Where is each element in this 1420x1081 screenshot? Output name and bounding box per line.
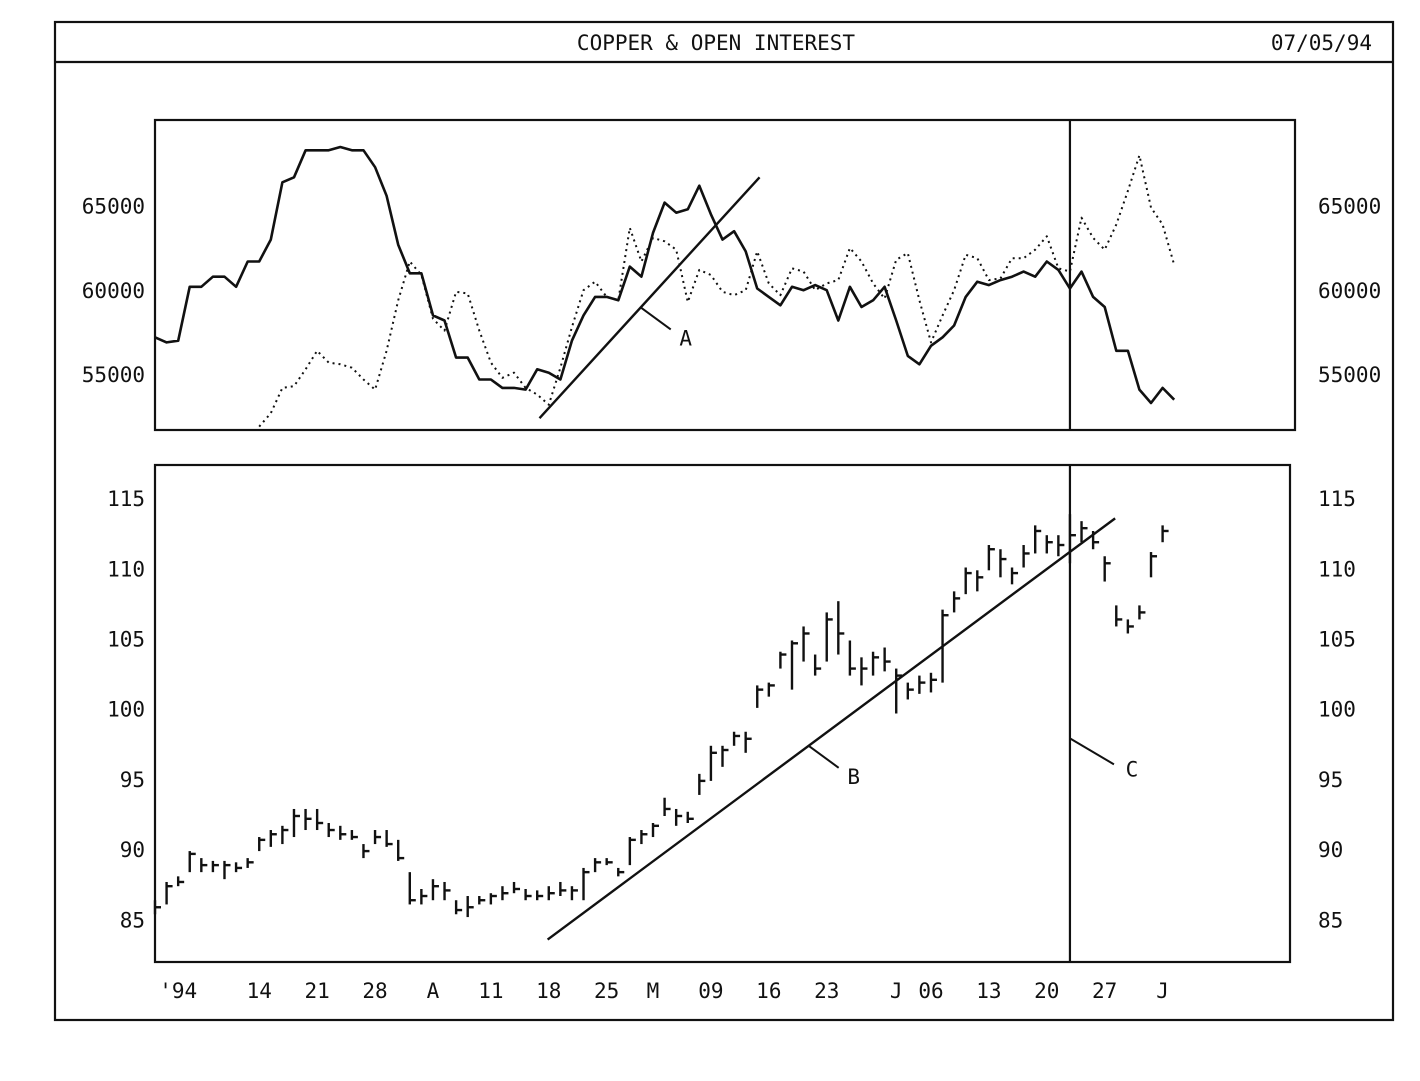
x-tick-label: M <box>647 979 660 1003</box>
y2-tick-label: 95 <box>1318 768 1343 792</box>
y2-tick-label: 85 <box>1318 908 1343 932</box>
y2-tick-label: 55000 <box>1318 363 1381 387</box>
x-tick-label: 25 <box>594 979 619 1003</box>
y-tick-label: 100 <box>107 698 145 722</box>
annotation-leader <box>640 306 672 331</box>
series-line <box>154 145 1176 405</box>
chart-title: COPPER & OPEN INTEREST <box>577 31 856 55</box>
y2-tick-label: 105 <box>1318 627 1356 651</box>
annotation-leader <box>1069 737 1115 766</box>
trend-line <box>546 517 1116 941</box>
chart-date: 07/05/94 <box>1271 31 1372 55</box>
y-tick-label: 115 <box>107 487 145 511</box>
annotation-label: A <box>679 326 692 350</box>
x-tick-label: 16 <box>756 979 781 1003</box>
x-tick-label: 18 <box>536 979 561 1003</box>
annotation-label: C <box>1126 757 1139 781</box>
annotation-leader <box>808 744 840 769</box>
y-tick-label: 65000 <box>82 195 145 219</box>
x-tick-label: 11 <box>478 979 503 1003</box>
y-tick-label: 90 <box>120 838 145 862</box>
y-tick-label: 60000 <box>82 279 145 303</box>
y2-tick-label: 60000 <box>1318 279 1381 303</box>
y2-tick-label: 90 <box>1318 838 1343 862</box>
x-tick-label: J <box>1156 979 1169 1003</box>
x-tick-label: 06 <box>918 979 943 1003</box>
y2-tick-label: 65000 <box>1318 195 1381 219</box>
x-tick-label: 27 <box>1092 979 1117 1003</box>
x-tick-label: 14 <box>247 979 272 1003</box>
y-tick-label: 55000 <box>82 363 145 387</box>
annotation-label: B <box>847 765 860 789</box>
x-tick-label: J <box>890 979 903 1003</box>
y-tick-label: 95 <box>120 768 145 792</box>
trend-line <box>538 176 761 420</box>
x-tick-label: 23 <box>814 979 839 1003</box>
x-tick-label: 13 <box>976 979 1001 1003</box>
y-tick-label: 105 <box>107 627 145 651</box>
lower-panel-frame <box>153 463 1292 964</box>
x-tick-label: 21 <box>304 979 329 1003</box>
x-tick-label: 20 <box>1034 979 1059 1003</box>
y2-tick-label: 100 <box>1318 698 1356 722</box>
x-tick-label: A <box>427 979 440 1003</box>
outer-frame <box>53 20 1395 1022</box>
x-tick-label: 28 <box>362 979 387 1003</box>
series-line <box>258 154 1176 428</box>
y-tick-label: 110 <box>107 557 145 581</box>
upper-panel-frame <box>153 118 1297 432</box>
y2-tick-label: 110 <box>1318 557 1356 581</box>
y-tick-label: 85 <box>120 908 145 932</box>
y2-tick-label: 115 <box>1318 487 1356 511</box>
x-tick-label: 09 <box>698 979 723 1003</box>
x-tick-label: '94 <box>159 979 197 1003</box>
